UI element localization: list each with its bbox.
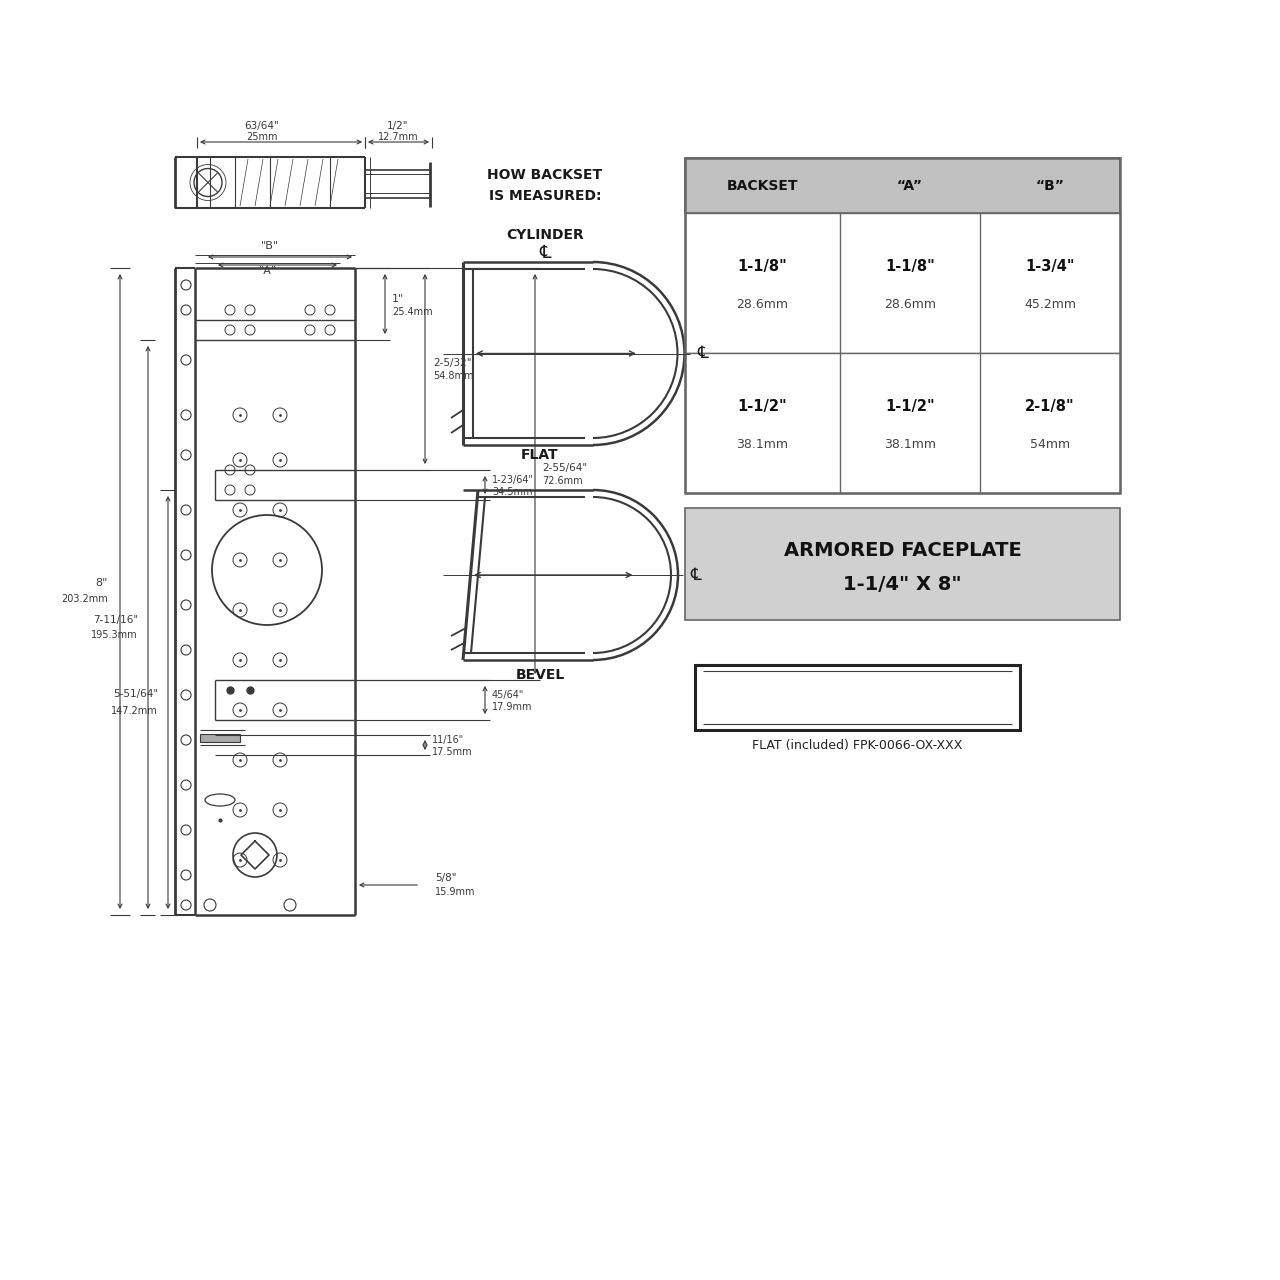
Text: 72.6mm: 72.6mm bbox=[541, 476, 582, 486]
Text: 2-5/32": 2-5/32" bbox=[433, 358, 471, 369]
Text: "A": "A" bbox=[259, 266, 276, 276]
Text: 147.2mm: 147.2mm bbox=[111, 705, 157, 716]
Text: 54mm: 54mm bbox=[1030, 438, 1070, 451]
Text: ℄: ℄ bbox=[698, 344, 708, 362]
Text: 5/8": 5/8" bbox=[435, 873, 457, 883]
Text: 1-1/2": 1-1/2" bbox=[737, 398, 787, 413]
Text: “B”: “B” bbox=[1036, 178, 1065, 192]
Text: 15.9mm: 15.9mm bbox=[435, 887, 475, 897]
Text: 8": 8" bbox=[96, 579, 108, 589]
Text: BACKSET: BACKSET bbox=[727, 178, 799, 192]
Text: 12.7mm: 12.7mm bbox=[378, 132, 419, 142]
Text: 2-1/8": 2-1/8" bbox=[1025, 398, 1075, 413]
Text: 17.9mm: 17.9mm bbox=[492, 701, 532, 712]
Text: 34.5mm: 34.5mm bbox=[492, 486, 532, 497]
Text: 1": 1" bbox=[392, 294, 404, 303]
Text: CYLINDER: CYLINDER bbox=[506, 228, 584, 242]
Text: 45/64": 45/64" bbox=[492, 690, 525, 700]
Text: 63/64": 63/64" bbox=[244, 122, 279, 131]
Text: 195.3mm: 195.3mm bbox=[91, 631, 138, 640]
Text: “A”: “A” bbox=[897, 178, 923, 192]
Text: 1-1/8": 1-1/8" bbox=[886, 259, 934, 274]
Text: 1-3/4": 1-3/4" bbox=[1025, 259, 1075, 274]
Text: 1/2": 1/2" bbox=[388, 122, 408, 131]
Text: 11/16": 11/16" bbox=[433, 735, 465, 745]
Text: ℄: ℄ bbox=[539, 244, 550, 262]
Text: 2-55/64": 2-55/64" bbox=[541, 463, 588, 474]
Text: FLAT (included) FPK-0066-OX-XXX: FLAT (included) FPK-0066-OX-XXX bbox=[753, 739, 963, 751]
Text: "B": "B" bbox=[261, 241, 279, 251]
Text: ARMORED FACEPLATE: ARMORED FACEPLATE bbox=[783, 541, 1021, 561]
Text: 5-51/64": 5-51/64" bbox=[113, 690, 157, 699]
Text: 54.8mm: 54.8mm bbox=[433, 371, 474, 381]
Text: 7-11/16": 7-11/16" bbox=[93, 614, 138, 625]
Bar bbox=[685, 353, 1120, 493]
Text: 17.5mm: 17.5mm bbox=[433, 748, 472, 756]
Text: 28.6mm: 28.6mm bbox=[884, 297, 936, 311]
Text: 38.1mm: 38.1mm bbox=[884, 438, 936, 451]
Text: 1-23/64": 1-23/64" bbox=[492, 475, 534, 485]
Text: IS MEASURED:: IS MEASURED: bbox=[489, 189, 602, 204]
Bar bbox=[685, 212, 1120, 353]
Text: FLAT: FLAT bbox=[521, 448, 559, 462]
Text: 45.2mm: 45.2mm bbox=[1024, 297, 1076, 311]
Text: 38.1mm: 38.1mm bbox=[736, 438, 788, 451]
Text: BEVEL: BEVEL bbox=[516, 668, 564, 682]
Text: 1-1/2": 1-1/2" bbox=[886, 398, 934, 413]
Text: HOW BACKSET: HOW BACKSET bbox=[488, 168, 603, 182]
Text: 25mm: 25mm bbox=[246, 132, 278, 142]
Text: 25.4mm: 25.4mm bbox=[392, 307, 433, 317]
Bar bbox=[695, 666, 1020, 730]
Text: 1-1/8": 1-1/8" bbox=[737, 259, 787, 274]
Text: 203.2mm: 203.2mm bbox=[61, 594, 108, 604]
Bar bbox=[685, 508, 1120, 620]
Text: ℄: ℄ bbox=[691, 566, 701, 584]
Bar bbox=[685, 157, 1120, 493]
Bar bbox=[685, 157, 1120, 212]
Text: 1-1/4" X 8": 1-1/4" X 8" bbox=[844, 575, 961, 594]
Bar bbox=[200, 733, 241, 742]
Text: 28.6mm: 28.6mm bbox=[736, 297, 788, 311]
